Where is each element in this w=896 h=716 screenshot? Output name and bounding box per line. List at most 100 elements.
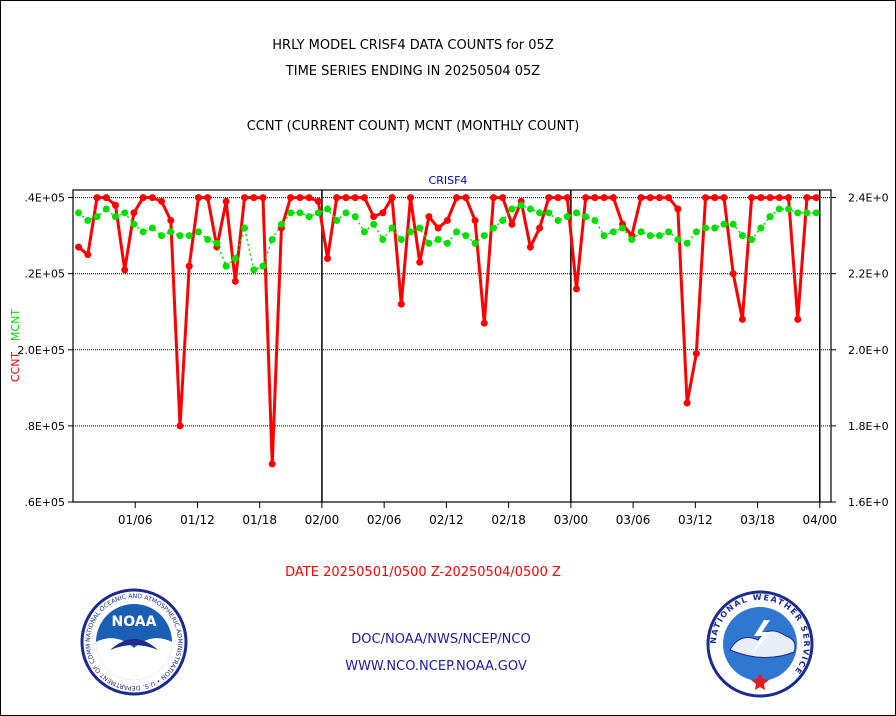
mcnt-point: [729, 220, 737, 228]
mcnt-point: [665, 228, 673, 236]
mcnt-series: [75, 201, 820, 274]
ccnt-point: [775, 194, 783, 202]
mcnt-point: [84, 216, 92, 224]
ccnt-point: [591, 194, 599, 202]
mcnt-point: [803, 209, 811, 217]
mcnt-point: [637, 228, 645, 236]
mcnt-point: [250, 266, 258, 274]
mcnt-point: [609, 228, 617, 236]
mcnt-point: [314, 209, 322, 217]
ccnt-point: [674, 205, 682, 213]
ccnt-point: [692, 350, 700, 358]
y-tick-label-right: 2.0E+0: [848, 344, 889, 357]
ccnt-point: [720, 194, 728, 202]
ccnt-point: [729, 270, 737, 278]
mcnt-point: [379, 235, 387, 243]
ccnt-point: [388, 194, 396, 202]
ccnt-point: [222, 197, 230, 205]
ccnt-point: [646, 194, 654, 202]
ccnt-point: [536, 224, 544, 232]
mcnt-point: [563, 213, 571, 221]
mcnt-point: [351, 213, 359, 221]
ccnt-point: [204, 194, 212, 202]
mcnt-point: [231, 254, 239, 262]
ccnt-point: [84, 251, 92, 259]
ccnt-point: [324, 254, 332, 262]
plot-border: [72, 189, 832, 503]
mcnt-point: [711, 224, 719, 232]
mcnt-point: [75, 209, 83, 217]
ccnt-point: [499, 194, 507, 202]
mcnt-point: [213, 239, 221, 247]
x-tick-label: 03/12: [678, 513, 713, 527]
mcnt-point: [453, 228, 461, 236]
mcnt-point: [121, 209, 129, 217]
y-tick-label-left: .6E+05: [24, 496, 65, 509]
x-tick-label: 01/12: [180, 513, 215, 527]
mcnt-point: [397, 235, 405, 243]
mcnt-point: [489, 224, 497, 232]
ccnt-point: [453, 194, 461, 202]
mcnt-point: [545, 209, 553, 217]
ccnt-point: [489, 194, 497, 202]
y-tick-label-right: 2.2E+0: [848, 268, 889, 281]
ccnt-point: [572, 285, 580, 293]
noaa-logo: NOAA NATIONAL OCEANIC AND ATMOSPHERIC AD…: [80, 588, 188, 696]
ccnt-point: [130, 209, 138, 217]
ccnt-point: [434, 224, 442, 232]
ccnt-point: [443, 216, 451, 224]
mcnt-point: [526, 205, 534, 213]
y-tick-label-left: 2.0E+05: [17, 344, 65, 357]
ccnt-point: [370, 213, 378, 221]
ccnt-point: [785, 194, 793, 202]
mcnt-point: [702, 224, 710, 232]
mcnt-point: [572, 209, 580, 217]
ccnt-point: [158, 197, 166, 205]
mcnt-point: [241, 224, 249, 232]
y-tick-label-left: .8E+05: [24, 420, 65, 433]
ccnt-point: [379, 209, 387, 217]
mcnt-point: [757, 224, 765, 232]
x-tick-label: 03/18: [740, 513, 775, 527]
ccnt-point: [407, 194, 415, 202]
mcnt-point: [720, 220, 728, 228]
ccnt-point: [609, 194, 617, 202]
ccnt-point: [812, 194, 820, 202]
mcnt-point: [554, 216, 562, 224]
mcnt-point: [536, 209, 544, 217]
mcnt-point: [434, 235, 442, 243]
ccnt-point: [250, 194, 258, 202]
ccnt-point: [314, 197, 322, 205]
x-tick-label: 03/00: [554, 513, 589, 527]
ccnt-point: [121, 266, 129, 274]
nws-logo: NATIONAL WEATHER SERVICE: [706, 590, 814, 698]
ccnt-point: [637, 194, 645, 202]
ccnt-point: [93, 194, 101, 202]
ccnt-point: [139, 194, 147, 202]
y-tick-label-left: .4E+05: [24, 192, 65, 205]
mcnt-point: [176, 232, 184, 240]
x-tick-label: 04/00: [803, 513, 838, 527]
mcnt-point: [508, 205, 516, 213]
mcnt-point: [287, 209, 295, 217]
mcnt-point: [692, 228, 700, 236]
mcnt-point: [148, 224, 156, 232]
mcnt-point: [167, 228, 175, 236]
x-tick-label: 02/00: [305, 513, 340, 527]
chart-title-line1: HRLY MODEL CRISF4 DATA COUNTS for 05Z: [272, 38, 554, 53]
noaa-logo-text: NOAA: [112, 614, 157, 630]
mcnt-point: [102, 205, 110, 213]
ccnt-point: [508, 220, 516, 228]
ccnt-point: [416, 258, 424, 266]
ccnt-point: [397, 300, 405, 308]
mcnt-point: [324, 205, 332, 213]
mcnt-point: [158, 232, 166, 240]
mcnt-point: [185, 232, 193, 240]
ccnt-point: [148, 194, 156, 202]
ccnt-point: [480, 319, 488, 327]
website-link[interactable]: WWW.NCO.NCEP.NOAA.GOV: [345, 659, 527, 674]
x-tick-label: 01/18: [242, 513, 277, 527]
mcnt-point: [591, 216, 599, 224]
x-tick-label: 01/06: [118, 513, 153, 527]
